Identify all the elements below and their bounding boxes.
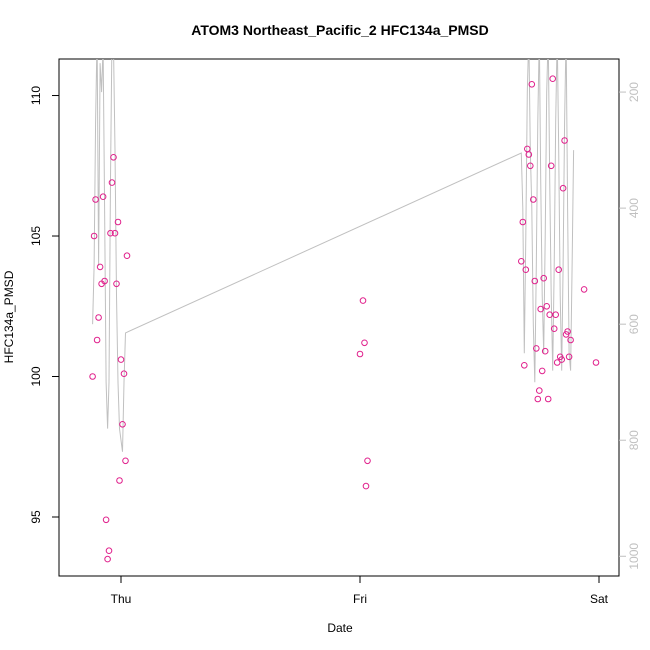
data-point <box>518 258 525 265</box>
chart-title: ATOM3 Northeast_Pacific_2 HFC134a_PMSD <box>191 22 488 38</box>
data-point <box>105 547 113 555</box>
data-point <box>522 266 530 274</box>
data-point <box>527 162 534 170</box>
data-point <box>550 325 558 333</box>
data-point <box>580 286 588 293</box>
data-point <box>108 179 116 186</box>
y-tick-label: 110 <box>29 86 43 105</box>
data-point <box>356 350 364 358</box>
x-tick-label: Fri <box>353 592 367 606</box>
y-tick-label: 105 <box>29 226 43 246</box>
x-tick-label: Thu <box>111 592 132 606</box>
data-point <box>524 145 531 153</box>
y-tick-label: 100 <box>29 366 43 386</box>
y2-tick-label: 800 <box>627 430 641 450</box>
data-point <box>359 297 367 304</box>
data-point <box>107 229 114 237</box>
data-point <box>536 387 543 394</box>
data-point <box>565 353 573 361</box>
data-point <box>534 395 542 403</box>
x-axis-label: Date <box>327 621 353 635</box>
data-point <box>521 362 528 369</box>
data-point <box>111 229 119 237</box>
data-point <box>90 232 98 240</box>
y2-tick-label: 400 <box>627 198 641 218</box>
data-point <box>120 370 128 378</box>
plot-frame <box>58 58 620 577</box>
data-point <box>547 162 555 170</box>
data-point <box>528 81 536 88</box>
data-point <box>104 555 111 563</box>
plot-layer: 95 100 105 110 200 400 600 800 1000 Thu Fri Sat <box>29 59 641 606</box>
data-point <box>122 457 129 465</box>
data-point <box>519 218 527 226</box>
data-point <box>116 477 123 484</box>
data-point <box>553 359 561 366</box>
data-point <box>531 277 539 285</box>
data-point <box>533 345 540 352</box>
data-point <box>549 75 557 82</box>
data-point <box>544 395 552 403</box>
data-point <box>114 218 122 226</box>
y-axis-label: HFC134a_PMSD <box>2 270 16 363</box>
data-point <box>537 305 545 313</box>
data-point <box>543 303 551 310</box>
series-line-right-axis <box>92 59 575 452</box>
x-tick-label: Sat <box>590 592 609 606</box>
y2-tick-label: 600 <box>627 314 641 334</box>
data-point <box>361 339 368 347</box>
data-point <box>362 482 370 490</box>
y2-tick-label: 200 <box>627 82 641 102</box>
data-point <box>110 154 117 161</box>
data-point <box>530 196 537 203</box>
data-point <box>559 184 567 192</box>
data-point <box>592 359 600 366</box>
y2-tick-label: 1000 <box>627 543 641 570</box>
data-point <box>102 516 110 524</box>
data-point <box>89 373 96 380</box>
data-point <box>123 252 131 259</box>
data-point <box>558 356 566 363</box>
data-point <box>113 280 120 288</box>
data-point <box>540 274 548 282</box>
data-point <box>117 356 125 363</box>
data-point <box>92 196 99 203</box>
data-point <box>101 277 108 285</box>
data-point <box>541 347 549 355</box>
data-point <box>119 421 126 428</box>
y-tick-label: 95 <box>29 510 43 524</box>
data-point <box>96 263 104 271</box>
data-point <box>538 367 546 375</box>
data-point <box>552 311 560 319</box>
data-point <box>561 137 568 144</box>
data-point <box>93 336 101 344</box>
data-point <box>364 457 371 465</box>
data-point <box>525 151 533 158</box>
data-point <box>95 314 102 321</box>
data-point <box>567 336 574 344</box>
data-point <box>555 266 563 274</box>
data-point <box>564 328 571 335</box>
data-point <box>99 193 107 200</box>
